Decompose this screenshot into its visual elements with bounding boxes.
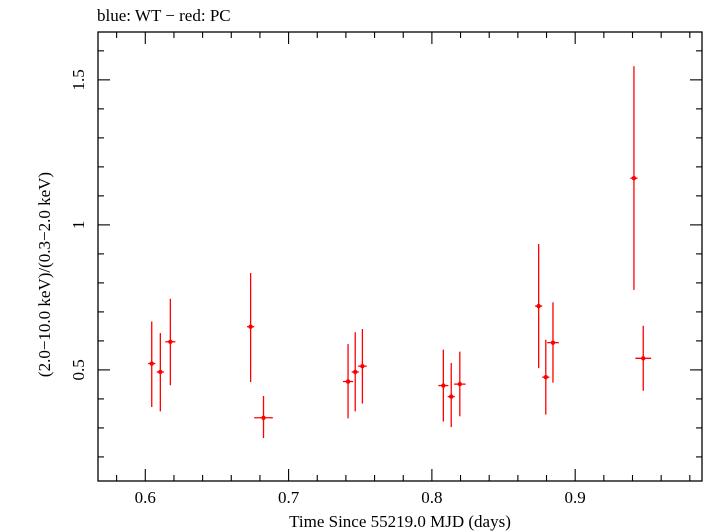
y-tick-label: 1 xyxy=(69,221,88,230)
y-tick-label: 1.5 xyxy=(69,69,88,90)
point-marker xyxy=(536,303,541,309)
point-marker xyxy=(449,394,454,399)
data-point xyxy=(447,362,455,428)
point-marker xyxy=(248,324,253,329)
point-marker xyxy=(457,381,463,387)
point-marker xyxy=(360,363,365,369)
plot-frame xyxy=(97,31,703,482)
chart-title: blue: WT − red: PC xyxy=(97,6,231,25)
x-tick-label: 0.8 xyxy=(421,488,442,507)
point-marker xyxy=(261,415,266,420)
data-point xyxy=(165,298,176,386)
data-point xyxy=(630,66,638,290)
point-marker xyxy=(168,339,173,344)
data-point xyxy=(542,339,550,415)
x-tick-label: 0.9 xyxy=(565,488,586,507)
point-marker xyxy=(641,356,646,361)
data-point xyxy=(438,349,449,422)
data-point xyxy=(148,321,156,408)
data-point xyxy=(635,325,652,391)
y-axis-label: (2.0−10.0 keV)/(0.3−2.0 keV) xyxy=(35,172,54,377)
x-axis-label: Time Since 55219.0 MJD (days) xyxy=(289,512,511,531)
point-marker xyxy=(441,383,446,388)
data-point xyxy=(351,332,359,412)
data-layer xyxy=(148,66,652,439)
data-point xyxy=(547,302,559,383)
point-marker xyxy=(543,374,549,380)
data-point xyxy=(454,351,466,417)
series-pc xyxy=(148,66,652,439)
point-marker xyxy=(353,369,358,375)
point-marker xyxy=(345,379,351,384)
y-tick-label: 0.5 xyxy=(69,359,88,380)
point-marker xyxy=(149,361,154,366)
data-point xyxy=(358,329,367,404)
data-point xyxy=(247,273,255,383)
point-marker xyxy=(158,369,163,375)
data-point xyxy=(254,396,273,439)
data-point xyxy=(156,333,164,412)
data-point xyxy=(343,344,354,419)
axis-ticks: 0.6 0.7 0.8 0.9 0.5 1 1.5 xyxy=(69,32,702,507)
point-marker xyxy=(550,340,556,345)
point-marker xyxy=(631,175,637,181)
x-tick-label: 0.7 xyxy=(278,488,300,507)
data-point xyxy=(535,244,543,369)
x-tick-label: 0.6 xyxy=(135,488,156,507)
